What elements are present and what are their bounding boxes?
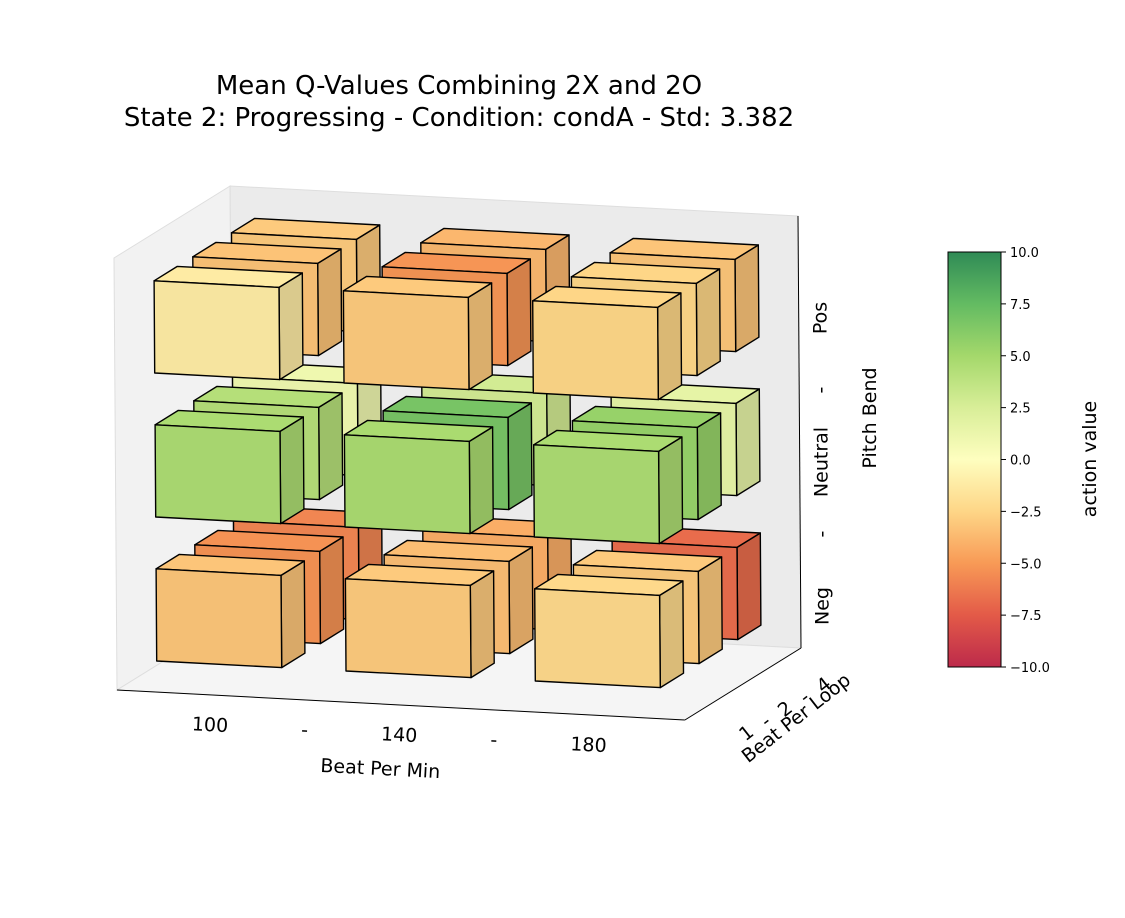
bar-box-neg-1-0	[344, 563, 495, 679]
bar-boxes	[153, 217, 762, 689]
x-axis-line	[116, 689, 685, 721]
bar-box-neg-2-0	[534, 573, 685, 689]
colorbar-tick-label: −10.0	[1010, 661, 1050, 676]
colorbar-tick-label: 5.0	[1010, 350, 1031, 365]
colorbar: 10.0 7.5 5.0 2.5 0.0 −2.5 −5.0 −7.5 −10.0 action…	[947, 246, 1101, 676]
title-line-2: State 2: Progressing - Condition: condA …	[124, 103, 794, 133]
bar-box-neutral-0-0	[154, 409, 305, 525]
x-axis-label: Beat Per Min	[320, 755, 441, 783]
z-axis-label: Pitch Bend	[859, 367, 881, 468]
colorbar-tick-label: 10.0	[1010, 246, 1039, 261]
colorbar-tick-label: −2.5	[1010, 505, 1042, 520]
colorbar-tick-label: −5.0	[1010, 557, 1042, 572]
colorbar-gradient	[947, 251, 1002, 668]
bar-box-neg-0-0	[155, 553, 306, 669]
z-tick-label: -	[811, 531, 833, 538]
title-line-1: Mean Q-Values Combining 2X and 2O	[216, 71, 702, 101]
y-axis-line	[684, 647, 802, 721]
colorbar-tick-label: −7.5	[1010, 609, 1042, 624]
bar-box-pos-0-0	[153, 265, 304, 381]
bar-box-pos-2-0	[532, 285, 683, 401]
colorbar-tick-label: 7.5	[1010, 298, 1031, 313]
colorbar-tick-label: 0.0	[1010, 454, 1031, 469]
z-tick-label: Neg	[812, 587, 834, 625]
x-tick-label: 180	[570, 733, 607, 757]
y-axis-label: Beat Per Loop	[738, 669, 855, 767]
bar-box-neutral-2-0	[533, 429, 684, 545]
z-tick-label: Pos	[810, 302, 832, 334]
bar-box-pos-1-0	[342, 275, 493, 391]
colorbar-tick-label: 2.5	[1010, 402, 1031, 417]
bar-box-neutral-1-0	[343, 419, 494, 535]
x-tick-label: -	[301, 719, 309, 741]
x-tick-label: -	[490, 729, 498, 751]
z-tick-label: -	[810, 387, 832, 394]
x-tick-label: 140	[381, 723, 418, 747]
colorbar-label: action value	[1079, 401, 1101, 517]
x-tick-label: 100	[191, 713, 228, 737]
chart-title: Mean Q-Values Combining 2X and 2O State …	[124, 71, 794, 133]
z-axis-line	[797, 215, 802, 649]
z-tick-label: Neutral	[811, 427, 833, 497]
